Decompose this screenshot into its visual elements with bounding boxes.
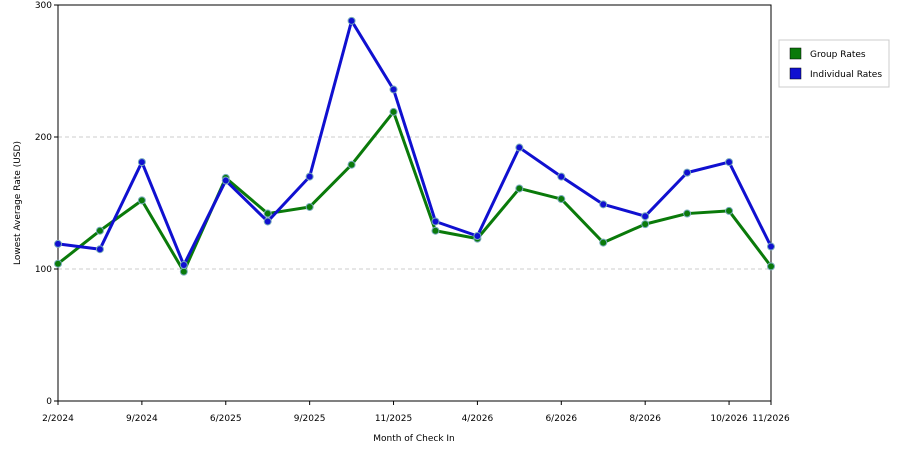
data-point [221, 176, 230, 185]
series-line [57, 19, 773, 267]
x-tick-label: 9/2025 [294, 414, 326, 424]
x-tick-label: 10/2026 [710, 414, 748, 424]
data-point [179, 267, 188, 276]
plot-frame [57, 4, 772, 402]
x-tick-label: 2/2024 [42, 414, 74, 424]
data-point [599, 238, 608, 247]
x-axis-label: Month of Check In [373, 434, 455, 444]
data-point [599, 200, 608, 209]
data-point [683, 168, 692, 177]
data-point [431, 217, 440, 226]
data-point [641, 212, 650, 221]
series-line [57, 110, 773, 274]
data-point [431, 226, 440, 235]
data-point [641, 220, 650, 229]
x-tick-label: 6/2025 [210, 414, 242, 424]
data-point [305, 202, 314, 211]
data-point [515, 184, 524, 193]
data-point [95, 245, 104, 254]
data-point [557, 172, 566, 181]
legend-label: Individual Rates [810, 70, 882, 80]
data-point [725, 158, 734, 167]
data-point [137, 158, 146, 167]
legend-swatch [789, 67, 802, 80]
data-point [767, 242, 775, 251]
y-tick-label: 300 [35, 1, 52, 11]
legend-swatch [789, 47, 802, 60]
x-tick-label: 8/2026 [629, 414, 661, 424]
data-point [389, 85, 398, 94]
legend-label: Group Rates [810, 50, 866, 60]
data-point [54, 259, 62, 268]
data-point [179, 261, 188, 270]
data-point [347, 16, 356, 25]
data-point [305, 172, 314, 181]
data-point [557, 195, 566, 204]
x-tick-label: 6/2026 [545, 414, 577, 424]
data-point [767, 262, 775, 271]
x-tick-label: 11/2026 [752, 414, 790, 424]
data-point [263, 209, 272, 218]
data-point [473, 232, 482, 240]
data-point [347, 160, 356, 169]
x-tick-label: 9/2024 [126, 414, 158, 424]
data-point [95, 226, 104, 235]
data-point [137, 196, 146, 205]
data-point [725, 206, 734, 215]
data-point [683, 209, 692, 218]
y-tick-label: 100 [35, 265, 52, 275]
x-tick-label: 11/2025 [375, 414, 412, 424]
data-point [263, 217, 272, 226]
y-tick-label: 0 [46, 397, 52, 407]
y-tick-label: 200 [35, 133, 52, 143]
y-axis-label: Lowest Average Rate (USD) [13, 141, 23, 265]
data-point [54, 239, 62, 248]
data-point [515, 143, 524, 152]
data-point [389, 107, 398, 116]
x-tick-label: 4/2026 [462, 414, 494, 424]
